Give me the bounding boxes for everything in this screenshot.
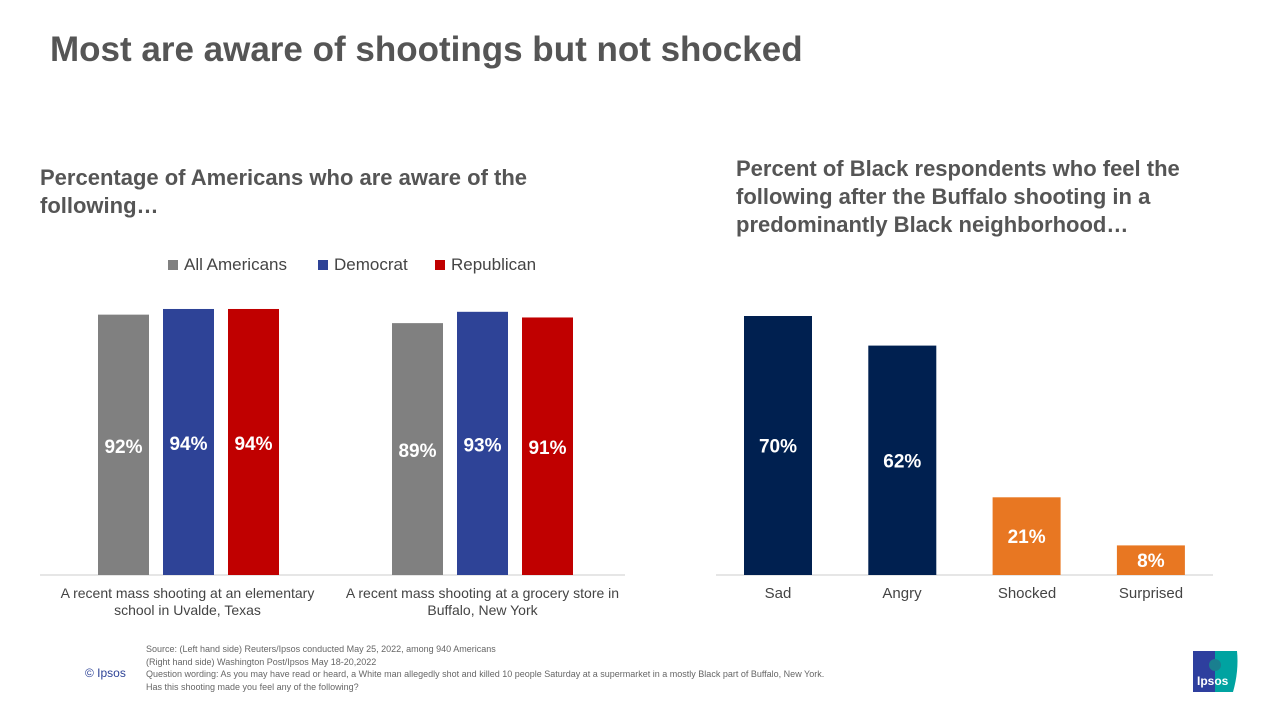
page-title: Most are aware of shootings but not shoc… (50, 30, 803, 69)
data-label: 91% (528, 438, 566, 459)
source-line: Has this shooting made you feel any of t… (146, 681, 359, 692)
bar-all-americans (98, 314, 149, 575)
data-label: 93% (463, 435, 501, 456)
data-label: 62% (883, 451, 921, 472)
left-chart-title: Percentage of Americans who are aware of… (40, 165, 528, 218)
legend-all-americans: All Americans (168, 255, 287, 275)
x-tick-uvalde: A recent mass shooting at an elementary … (60, 585, 315, 618)
bar-angry (868, 345, 937, 575)
x-tick-angry: Angry (882, 585, 922, 602)
x-tick-surprised: Surprised (1118, 585, 1184, 602)
data-label: 70% (759, 437, 797, 458)
source-line: Source: (Left hand side) Reuters/Ipsos c… (146, 644, 496, 654)
x-tick-shocked: Shocked (997, 585, 1057, 602)
data-label: 8% (1137, 551, 1165, 572)
x-tick-sad: Sad (764, 585, 792, 602)
data-label: 21% (1008, 527, 1046, 548)
legend-label: All Americans (184, 255, 287, 274)
data-label: 92% (104, 437, 142, 458)
ipsos-logo: Ipsos (1193, 651, 1239, 692)
bar-democrat (457, 311, 508, 575)
source-line: (Right hand side) Washington Post/Ipsos … (146, 656, 377, 667)
legend-swatch (318, 260, 328, 270)
source-line: Question wording: As you may have read o… (146, 669, 825, 679)
legend-democrat: Democrat (318, 255, 408, 275)
legend-republican: Republican (435, 255, 536, 275)
source-note: Source: (Left hand side) Reuters/Ipsos c… (146, 643, 824, 693)
bar-surprised (1116, 545, 1185, 575)
legend-swatch (435, 260, 445, 270)
data-label: 89% (398, 441, 436, 462)
legend-swatch (168, 260, 178, 270)
data-label: 94% (234, 434, 272, 455)
bar-republican (522, 317, 573, 575)
bar-democrat (163, 308, 214, 575)
right-chart-title: Percent of Black respondents who feel th… (736, 156, 1180, 237)
bar-republican (228, 308, 279, 575)
data-label: 94% (169, 434, 207, 455)
copyright: © Ipsos (85, 666, 126, 680)
bar-shocked (992, 497, 1061, 575)
bar-sad (744, 316, 812, 575)
svg-text:Ipsos: Ipsos (1197, 674, 1229, 688)
legend-label: Republican (451, 255, 537, 274)
legend-label: Democrat (334, 255, 408, 274)
x-tick-buffalo: A recent mass shooting at a grocery stor… (345, 585, 620, 618)
bar-all-americans (392, 323, 443, 575)
